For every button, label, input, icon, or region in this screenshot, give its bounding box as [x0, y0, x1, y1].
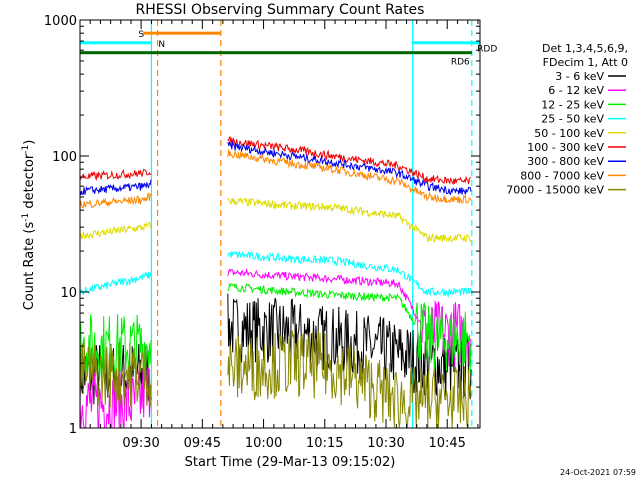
series-line	[79, 271, 152, 296]
x-tick-label: 10:45	[428, 436, 465, 451]
series-line	[227, 149, 472, 204]
series-line	[79, 221, 152, 240]
y-axis-label-sup1: -1	[21, 213, 31, 222]
legend-entry-label: 300 - 800 keV	[527, 155, 604, 168]
series-line	[227, 250, 472, 298]
flag-bars: S N RD6 RDD	[80, 30, 497, 68]
flag-bar	[412, 41, 480, 45]
series-line	[227, 140, 472, 196]
y-tick-label: 1000	[44, 14, 77, 29]
legend-entry-label: 12 - 25 keV	[541, 98, 604, 111]
legend-entry-label: 25 - 50 keV	[541, 113, 604, 126]
axes: 1 10 100 1000 09:30 09:45 10:00 10:15 10:30 10:45	[44, 14, 480, 451]
legend: Det 1,3,4,5,6,9, FDecim 1, Att 0 3 - 6 k…	[506, 42, 628, 197]
series-line	[227, 136, 472, 186]
legend-entry-label: 50 - 100 keV	[534, 127, 604, 140]
x-tick-label: 10:30	[367, 436, 404, 451]
y-axis-label: Count Rate (s-1 detector-1)	[21, 140, 37, 311]
y-axis-label-part2: detector	[22, 153, 37, 213]
legend-entry-label: 7000 - 15000 keV	[506, 184, 604, 197]
flag-bar	[143, 31, 221, 35]
flag-bar	[80, 41, 152, 45]
x-tick-label: 09:45	[184, 436, 221, 451]
y-tick-label: 1	[69, 422, 77, 437]
series-line	[79, 179, 152, 196]
y-axis-label-part3: )	[22, 140, 37, 145]
y-tick-label: 10	[60, 286, 77, 301]
series-line	[227, 330, 472, 429]
flag-bar	[80, 51, 472, 55]
legend-entry-label: 3 - 6 keV	[555, 70, 604, 83]
legend-entry-label: 6 - 12 keV	[548, 84, 604, 97]
legend-header-2: FDecim 1, Att 0	[543, 56, 628, 69]
series-line	[79, 168, 152, 182]
flag-label-s: S	[138, 30, 144, 40]
flag-label-rd6: RD6	[451, 58, 470, 68]
y-axis-label-part1: Count Rate (s	[22, 222, 37, 311]
x-tick-label: 09:30	[122, 436, 159, 451]
chart-title: RHESSI Observing Summary Count Rates	[136, 2, 425, 18]
x-tick-label: 10:00	[245, 436, 282, 451]
y-axis-label-sup2: -1	[21, 145, 31, 154]
flag-label-rdd: RDD	[477, 45, 497, 55]
footer-timestamp: 24-Oct-2021 07:59	[560, 468, 636, 477]
series-group	[79, 136, 472, 429]
series-line	[79, 341, 152, 408]
legend-entry-label: 100 - 300 keV	[527, 141, 604, 154]
y-tick-label: 100	[52, 150, 77, 165]
flag-label-n: N	[158, 40, 165, 50]
legend-entry-label: 800 - 7000 keV	[520, 169, 604, 182]
x-tick-label: 10:15	[306, 436, 343, 451]
plot-frame	[79, 19, 481, 429]
x-axis-label: Start Time (29-Mar-13 09:15:02)	[185, 455, 396, 470]
series-line	[79, 192, 152, 209]
legend-header-1: Det 1,3,4,5,6,9,	[542, 42, 628, 55]
series-line	[227, 282, 472, 373]
series-line	[227, 196, 472, 244]
